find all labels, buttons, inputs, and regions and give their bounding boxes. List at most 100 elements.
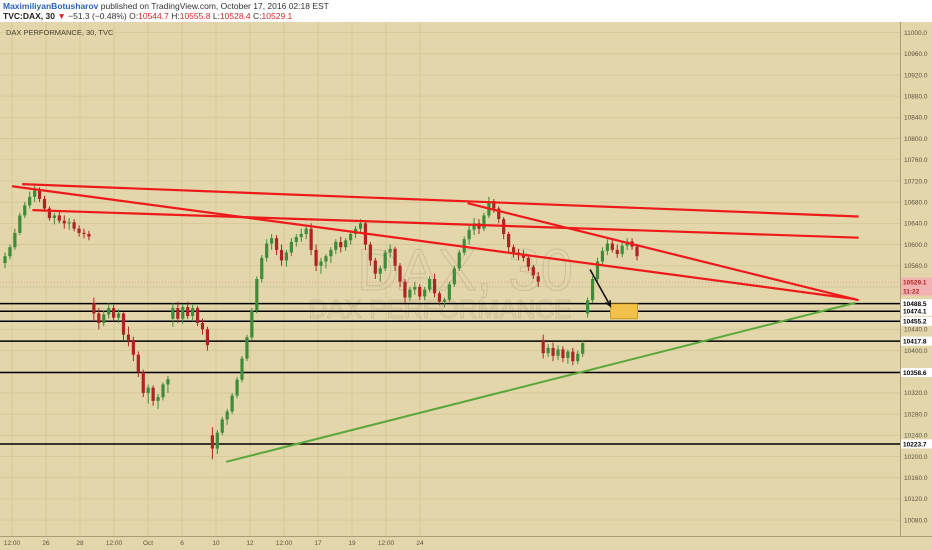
- candle: [507, 231, 511, 253]
- candle-body: [403, 281, 407, 298]
- candle: [92, 297, 96, 322]
- change-arrow-icon: ▼: [57, 11, 66, 21]
- candle-body: [418, 286, 422, 297]
- candle: [112, 304, 116, 321]
- candle: [472, 218, 476, 236]
- candle: [200, 318, 205, 335]
- publish-info: MaximiliyanBotusharov published on Tradi…: [3, 1, 329, 11]
- candle-body: [566, 351, 570, 358]
- candle: [255, 276, 259, 314]
- candle: [373, 257, 377, 279]
- candle: [294, 233, 298, 247]
- level-tag-bg: [901, 306, 932, 316]
- candle: [18, 212, 22, 236]
- candle: [270, 233, 274, 250]
- candle-body: [166, 379, 170, 385]
- close-value: 10529.1: [261, 11, 293, 21]
- candle-body: [398, 265, 402, 282]
- candle-body: [442, 299, 447, 302]
- time-axis-background[interactable]: [0, 536, 932, 550]
- candle: [531, 264, 535, 279]
- candle: [349, 231, 353, 245]
- candle-body: [52, 215, 56, 219]
- candle: [220, 416, 224, 436]
- candle: [605, 239, 609, 256]
- candle-body: [309, 228, 313, 250]
- candle-body: [191, 308, 195, 317]
- published-text: published on TradingView.com, October 17…: [98, 1, 329, 11]
- candle: [186, 301, 190, 319]
- candle-body: [299, 233, 303, 238]
- candle: [230, 392, 234, 415]
- time-tick-label: 12:00: [378, 540, 395, 547]
- price-tick-label: 10800.0: [904, 136, 928, 143]
- candle: [225, 408, 229, 425]
- candle-body: [576, 353, 580, 362]
- candle-body: [72, 222, 76, 229]
- candle-body: [116, 313, 121, 318]
- price-tick-label: 10960.0: [904, 51, 928, 58]
- candle: [339, 236, 343, 253]
- level-tag-text: 10455.2: [903, 319, 927, 326]
- candle-body: [136, 354, 140, 372]
- candle: [260, 255, 264, 283]
- symbol-label[interactable]: TVC:DAX, 30: [3, 11, 55, 21]
- projection-arrow-head-icon: [605, 299, 612, 308]
- candle: [418, 284, 422, 301]
- candle: [57, 211, 61, 224]
- candle-body: [131, 339, 135, 355]
- candle: [378, 265, 382, 282]
- candle: [581, 339, 585, 357]
- time-tick-label: 17: [314, 540, 322, 547]
- high-label: H:: [171, 11, 180, 21]
- candle-body: [472, 223, 476, 230]
- candle: [314, 244, 318, 272]
- resistance-trendline: [32, 209, 859, 239]
- candle: [52, 212, 56, 225]
- candle: [635, 244, 639, 261]
- level-tag: 10223.7: [901, 439, 932, 449]
- price-tick-label: 10760.0: [904, 157, 928, 164]
- candle-body: [467, 229, 471, 240]
- plot-background: [0, 22, 900, 536]
- level-tag-bg: [901, 367, 932, 377]
- candle-body: [23, 205, 27, 216]
- level-tag-text: 10474.1: [903, 309, 927, 316]
- candle: [131, 336, 135, 362]
- candle-body: [8, 247, 12, 257]
- candle: [176, 301, 180, 323]
- candle: [146, 384, 150, 404]
- candle-body: [556, 349, 560, 356]
- candle: [304, 224, 308, 240]
- candle: [452, 265, 456, 287]
- price-tick-label: 10080.0: [904, 517, 928, 524]
- time-tick-label: 12:00: [276, 540, 293, 547]
- level-tag-text: 10223.7: [903, 441, 927, 448]
- price-tick-label: 10920.0: [904, 72, 928, 79]
- time-tick-label: 6: [180, 540, 184, 547]
- resistance-trendline: [22, 183, 859, 218]
- candle-body: [255, 279, 259, 311]
- candle-body: [349, 233, 353, 241]
- candle-body: [250, 310, 254, 338]
- price-tick-label: 10320.0: [904, 390, 928, 397]
- candle: [388, 244, 392, 258]
- candle: [191, 304, 195, 322]
- candle-body: [245, 337, 249, 359]
- candle-body: [156, 397, 160, 401]
- price-tick-label: 10720.0: [904, 178, 928, 185]
- candle: [42, 195, 47, 212]
- candle: [141, 369, 145, 398]
- candle-body: [590, 279, 595, 301]
- candle: [334, 239, 338, 255]
- author-link[interactable]: MaximiliyanBotusharov: [3, 1, 99, 11]
- time-tick-label: 28: [76, 540, 84, 547]
- price-tick-label: 10120.0: [904, 496, 928, 503]
- candle-body: [195, 308, 200, 323]
- candle-body: [393, 248, 397, 266]
- candle: [610, 238, 614, 253]
- symbol-info: TVC:DAX, 30 ▼ −51.3 (−0.48%) O:10544.7 H…: [3, 11, 292, 21]
- candle: [511, 244, 516, 258]
- support-trendline: [225, 301, 856, 463]
